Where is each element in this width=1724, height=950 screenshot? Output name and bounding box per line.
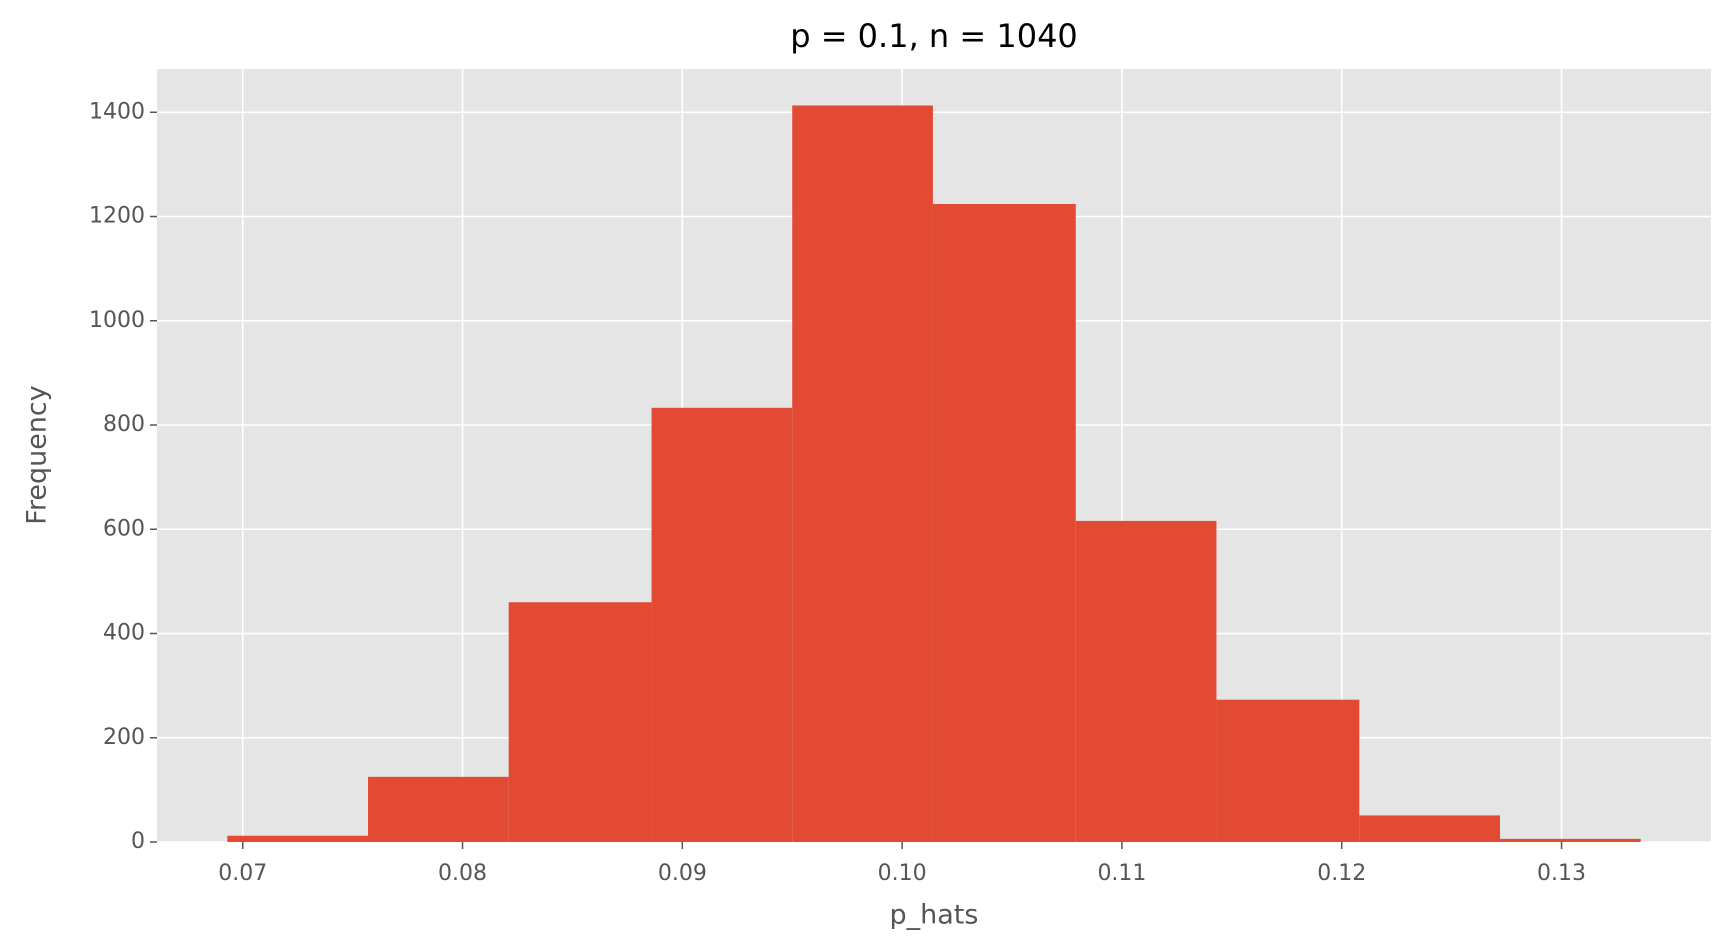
y-tick-label: 0 <box>131 829 145 854</box>
histogram-bar <box>1216 699 1360 842</box>
chart-title: p = 0.1, n = 1040 <box>790 17 1078 55</box>
y-axis-label: Frequency <box>22 385 53 525</box>
histogram-bar <box>508 602 652 842</box>
histogram-bar <box>792 105 933 842</box>
bars <box>227 105 1641 842</box>
x-tick-label: 0.10 <box>878 861 927 886</box>
histogram-bar <box>1499 838 1641 842</box>
y-tick-label: 1000 <box>89 308 145 333</box>
histogram-bar <box>932 204 1076 842</box>
histogram-bar <box>651 407 793 842</box>
y-tick-label: 1200 <box>89 204 145 229</box>
histogram-bar <box>368 776 509 842</box>
histogram-bar <box>1075 520 1217 842</box>
x-tick-label: 0.11 <box>1097 861 1146 886</box>
x-tick-label: 0.09 <box>658 861 707 886</box>
x-tick-label: 0.12 <box>1317 861 1366 886</box>
x-axis-label: p_hats <box>890 900 979 931</box>
x-tick-label: 0.07 <box>218 861 267 886</box>
y-tick-label: 800 <box>103 412 145 437</box>
y-tick-label: 400 <box>103 621 145 646</box>
histogram-bar <box>227 835 369 842</box>
y-tick-label: 200 <box>103 725 145 750</box>
y-tick-label: 600 <box>103 516 145 541</box>
histogram-bar <box>1359 815 1500 842</box>
x-tick-label: 0.08 <box>438 861 487 886</box>
y-tick-label: 1400 <box>89 99 145 124</box>
x-tick-label: 0.13 <box>1537 861 1586 886</box>
